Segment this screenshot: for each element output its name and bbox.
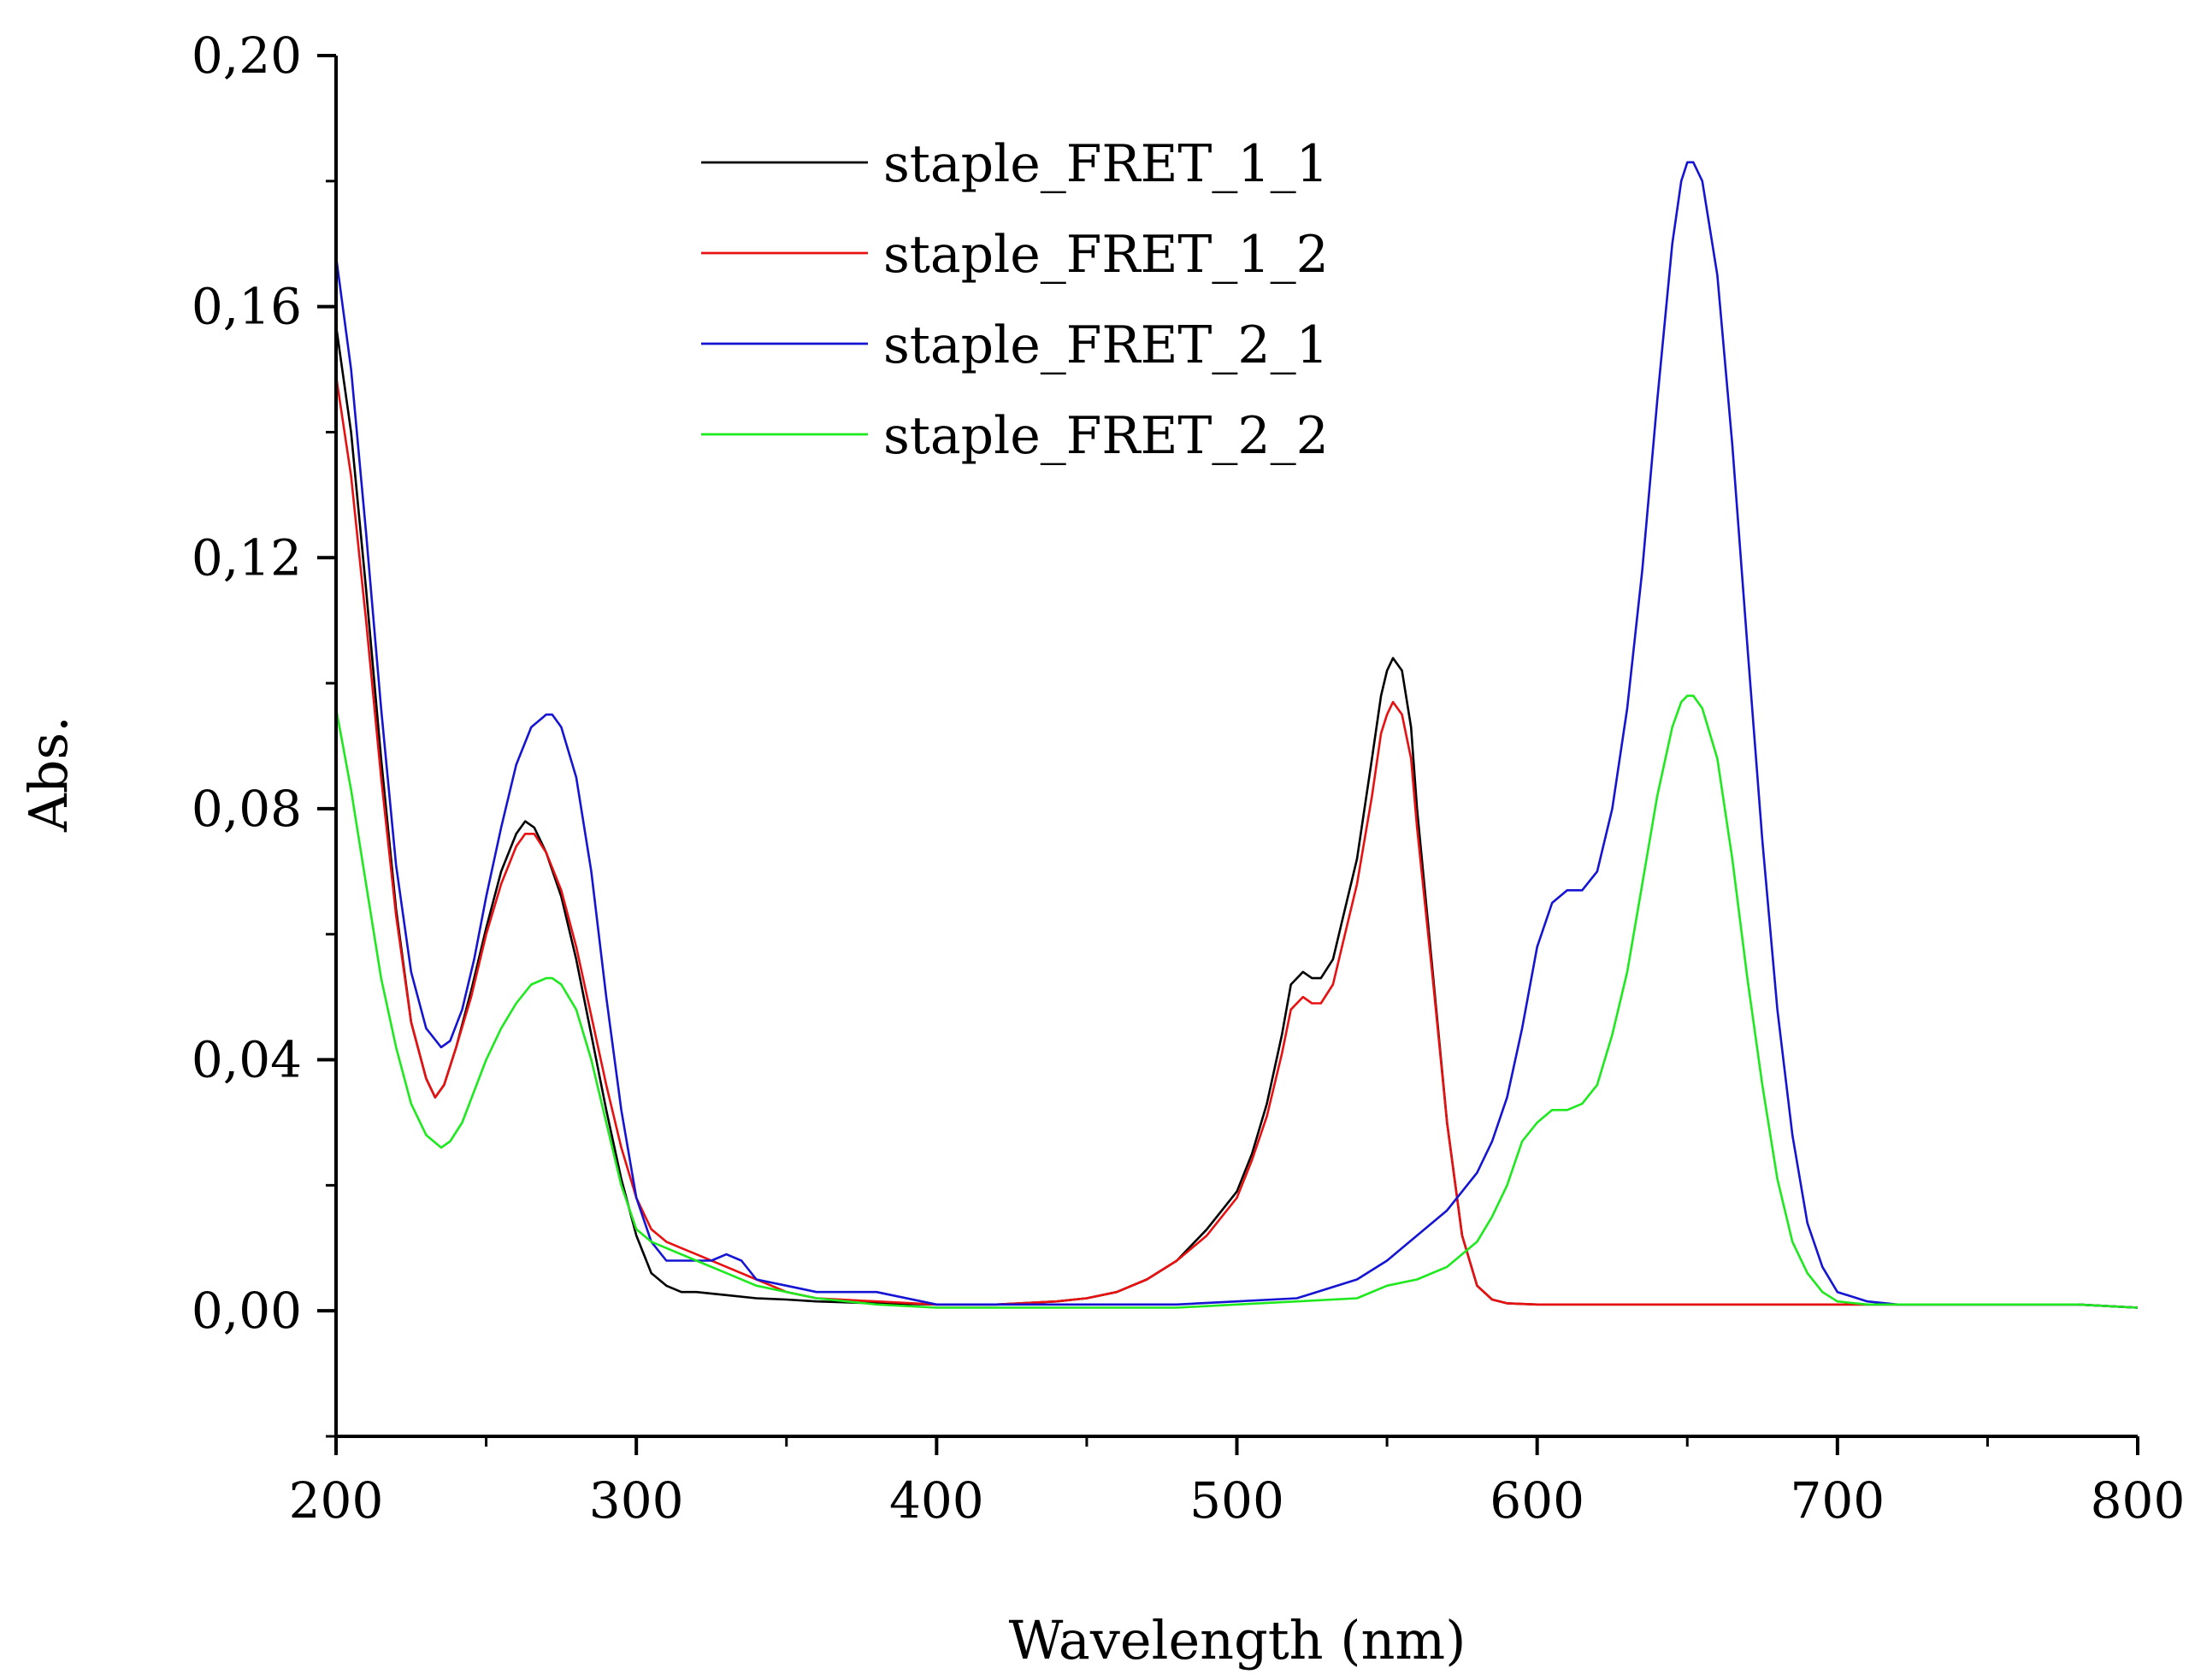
y-tick-label: 0,16 bbox=[192, 278, 302, 336]
legend-label: staple_FRET_2_1 bbox=[883, 315, 1329, 375]
x-tick-label: 700 bbox=[1790, 1471, 1885, 1530]
series-layer bbox=[334, 161, 2139, 1309]
series-line-staple-fret-2-2 bbox=[334, 694, 2139, 1309]
y-tick-label: 0,00 bbox=[192, 1282, 302, 1340]
legend: staple_FRET_1_1 staple_FRET_1_2 staple_FRE… bbox=[701, 134, 1329, 466]
y-tick-label: 0,12 bbox=[192, 528, 302, 587]
x-axis-title: Wavelength (nm) bbox=[1009, 1609, 1466, 1671]
x-tick-label: 500 bbox=[1189, 1471, 1284, 1530]
series-line-staple-fret-1-2 bbox=[334, 375, 2139, 1309]
series-line-staple-fret-2-1 bbox=[334, 161, 2139, 1309]
x-tick-label: 800 bbox=[2091, 1471, 2186, 1530]
y-tick-label: 0,20 bbox=[192, 27, 302, 85]
y-tick-label: 0,08 bbox=[192, 780, 302, 838]
x-tick-label: 600 bbox=[1490, 1471, 1584, 1530]
x-tick-label: 400 bbox=[889, 1471, 984, 1530]
x-tick-label: 300 bbox=[589, 1471, 684, 1530]
legend-label: staple_FRET_1_2 bbox=[883, 225, 1329, 285]
x-tick-label: 200 bbox=[289, 1471, 384, 1530]
y-axis-title: Abs. bbox=[17, 716, 80, 833]
legend-label: staple_FRET_1_1 bbox=[883, 134, 1329, 194]
series-line-staple-fret-1-1 bbox=[334, 325, 2139, 1309]
legend-label: staple_FRET_2_2 bbox=[883, 406, 1329, 466]
y-tick-label: 0,04 bbox=[192, 1031, 302, 1089]
tick-layer: 200 300 400 500 600 700 800 0,00 0,04 0,08 0,12 0,1… bbox=[192, 27, 2186, 1530]
